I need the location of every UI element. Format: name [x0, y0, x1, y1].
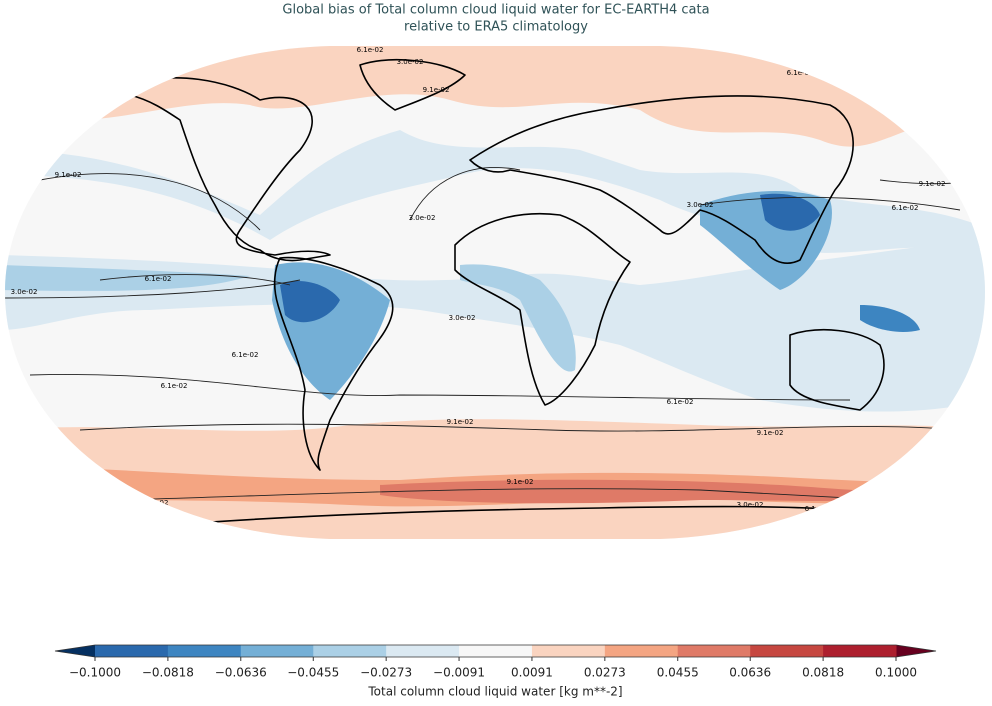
contour-label: 6.1e-02 — [667, 398, 694, 406]
contour-label: 9.1e-02 — [447, 418, 474, 426]
colorbar-tick-label: 0.0455 — [657, 666, 699, 680]
colorbar-segment — [313, 645, 387, 657]
contour-label: 9.1e-02 — [423, 86, 450, 94]
colorbar-tick-label: −0.0818 — [142, 666, 194, 680]
contour-label: 6.1e-02 — [787, 69, 814, 77]
colorbar-tick-label: −0.1000 — [69, 666, 121, 680]
colorbar-tick-label: 0.1000 — [875, 666, 917, 680]
contour-label: 9.1e-02 — [142, 499, 169, 507]
bias-field — [280, 280, 340, 323]
colorbar-extend — [896, 645, 936, 657]
colorbar-segment — [823, 645, 897, 657]
colorbar-tick-label: −0.0455 — [287, 666, 339, 680]
contour-label: 3.0e-02 — [397, 58, 424, 66]
colorbar-segment — [386, 645, 460, 657]
colorbar: −0.1000 −0.0818 −0.0636 −0.0455 −0.0273 −0.00… — [54, 644, 937, 699]
contour-label: 3.0e-02 — [737, 501, 764, 509]
contour-label: 6.1e-02 — [232, 351, 259, 359]
bias-field — [5, 265, 250, 291]
contour-label: 3.0e-02 — [449, 314, 476, 322]
colorbar-segment — [677, 645, 751, 657]
title-line: Global bias of Total column cloud liquid… — [282, 3, 709, 18]
colorbar-segment — [95, 645, 169, 657]
colorbar-tick-label: −0.0636 — [215, 666, 267, 680]
colorbar-segment — [531, 645, 606, 657]
contour-label: 9.1e-02 — [757, 429, 784, 437]
colorbar-segment — [459, 645, 533, 657]
contour-label: 9.1e-02 — [919, 180, 946, 188]
contour-label: 3.0e-02 — [11, 288, 38, 296]
title-line: relative to ERA5 climatology — [404, 20, 588, 35]
bias-field — [760, 193, 820, 231]
colorbar-tick-label: −0.0091 — [433, 666, 485, 680]
bias-field — [380, 479, 950, 504]
contour-label: 9.1e-02 — [55, 171, 82, 179]
bias-field — [5, 240, 985, 412]
contour-label: 6.1e-02 — [357, 46, 384, 54]
colorbar-tick-label: 0.0091 — [511, 666, 553, 680]
colorbar-tick-label: −0.0273 — [360, 666, 412, 680]
colorbar-segment — [167, 645, 242, 657]
colorbar-segment — [750, 645, 824, 657]
colorbar-segment — [604, 645, 679, 657]
colorbar-tick-label: 0.0818 — [802, 666, 844, 680]
colorbar-extend — [55, 645, 95, 657]
colorbar-tick-label: 0.0273 — [584, 666, 626, 680]
contour-label: 3.0e-02 — [187, 523, 214, 531]
contour-label: 9.1e-02 — [507, 478, 534, 486]
contour-label: 6.1e-02 — [145, 275, 172, 283]
contour-label: 6.1e-02 — [892, 204, 919, 212]
bias-field — [460, 264, 576, 372]
contour-label: 6.1e-02 — [805, 505, 832, 513]
colorbar-label: Total column cloud liquid water [kg m**-… — [367, 685, 622, 699]
contour-label: 3.0e-02 — [409, 214, 436, 222]
bias-field — [5, 46, 985, 147]
contour-label: 3.0e-02 — [687, 201, 714, 209]
colorbar-tick-label: 0.0636 — [729, 666, 771, 680]
map: 6.1e-02 3.0e-02 6.1e-02 9.1e-02 9.1e-02 9.1e-… — [5, 46, 985, 539]
contour-label: 6.1e-02 — [161, 382, 188, 390]
bias-field — [860, 305, 920, 332]
colorbar-segment — [240, 645, 314, 657]
